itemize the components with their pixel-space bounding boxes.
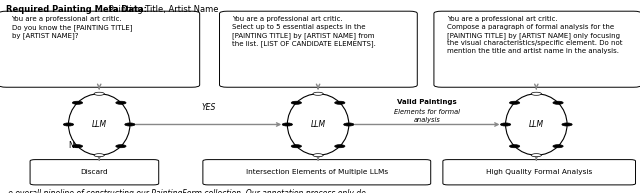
Circle shape [291,145,301,148]
Circle shape [291,101,301,104]
Text: Valid Paintings: Valid Paintings [397,99,457,105]
Circle shape [72,101,83,104]
Text: You are a professional art critic.
Do you know the [PAINTING TITLE]
by [ARTIST N: You are a professional art critic. Do yo… [12,16,132,39]
Circle shape [116,145,126,148]
Circle shape [116,101,126,104]
Text: NO: NO [68,141,80,150]
Circle shape [509,101,520,104]
FancyBboxPatch shape [434,11,640,87]
Circle shape [335,101,345,104]
Ellipse shape [506,94,567,155]
Text: Required Painting Meta Data:: Required Painting Meta Data: [6,5,147,14]
Circle shape [125,123,135,126]
FancyBboxPatch shape [203,160,431,185]
Circle shape [553,101,563,104]
Text: Painting Title, Artist Name: Painting Title, Artist Name [106,5,218,14]
Text: You are a professional art critic.
Select up to 5 essential aspects in the
[PAIN: You are a professional art critic. Selec… [232,16,376,47]
Text: Intersection Elements of Multiple LLMs: Intersection Elements of Multiple LLMs [246,169,388,175]
FancyBboxPatch shape [220,11,417,87]
Circle shape [553,145,563,148]
Text: analysis: analysis [414,117,440,123]
Text: LLM: LLM [310,120,326,129]
Circle shape [313,92,323,95]
Text: You are a professional art critic.
Compose a paragraph of formal analysis for th: You are a professional art critic. Compo… [447,16,622,54]
FancyBboxPatch shape [0,11,200,87]
Circle shape [500,123,511,126]
Text: YES: YES [202,103,216,112]
Text: ...e overall pipeline of constructing our PaintingForm collection. Our annotatio: ...e overall pipeline of constructing ou… [1,189,373,193]
Circle shape [335,145,345,148]
Text: LLM: LLM [92,120,107,129]
Ellipse shape [287,94,349,155]
Circle shape [509,145,520,148]
Circle shape [63,123,74,126]
Text: Discard: Discard [81,169,108,175]
Text: High Quality Formal Analysis: High Quality Formal Analysis [486,169,593,175]
Circle shape [531,154,541,157]
Text: Elements for formal: Elements for formal [394,109,460,115]
FancyBboxPatch shape [30,160,159,185]
Circle shape [72,145,83,148]
Circle shape [531,92,541,95]
Circle shape [313,154,323,157]
Circle shape [562,123,572,126]
Text: LLM: LLM [529,120,544,129]
Circle shape [94,154,104,157]
FancyBboxPatch shape [443,160,636,185]
Circle shape [344,123,354,126]
Circle shape [282,123,292,126]
Circle shape [94,92,104,95]
Ellipse shape [68,94,130,155]
